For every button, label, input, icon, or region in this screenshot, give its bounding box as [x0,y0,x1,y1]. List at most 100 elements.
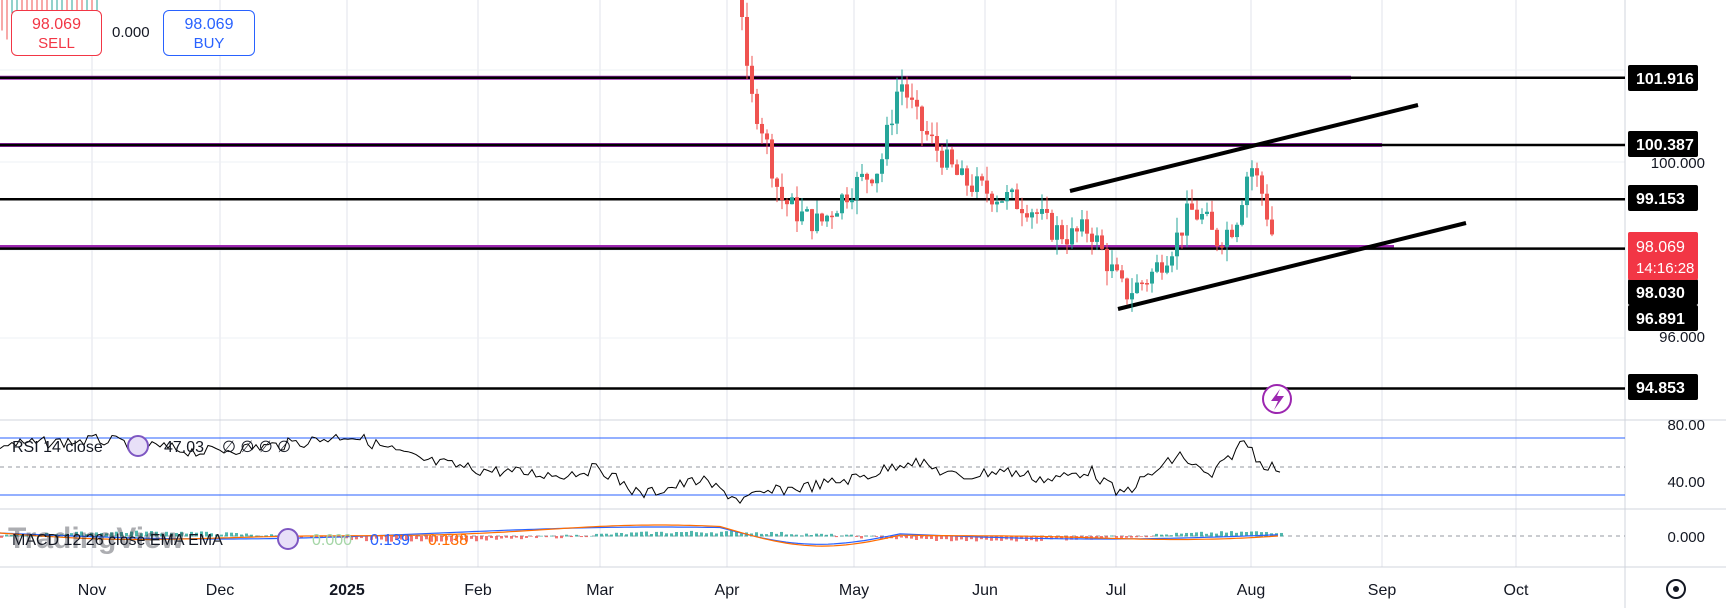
candle-body [1135,282,1139,294]
macd-histogram-bar [370,536,373,540]
candle-body [1050,212,1054,240]
macd-histogram-bar [1245,532,1248,537]
macd-histogram-bar [1260,532,1263,537]
macd-histogram-bar [990,536,993,541]
channel-bottom-line[interactable] [1117,221,1467,311]
macd-histogram-bar [1045,536,1048,539]
macd-histogram-bar [1080,536,1083,538]
candle-body [1250,168,1254,177]
time-axis-label: Apr [715,582,741,599]
price-level-tag-label: 94.853 [1636,380,1685,397]
macd-legend-label: MACD 12 26 close EMA EMA [12,532,223,549]
macd-histogram-bar [1190,532,1193,537]
macd-histogram-bar [390,536,393,542]
candle-body [990,193,994,205]
gear-icon[interactable] [1666,579,1686,599]
macd-histogram-bar [140,533,143,537]
candle-body [770,139,774,179]
countdown-label: 14:16:28 [1636,260,1694,277]
macd-histogram-bar [130,531,133,537]
macd-histogram-bar [700,532,703,537]
indicator-settings-icon[interactable] [127,435,149,457]
macd-signal-value: 0.138 [428,532,468,549]
time-axis-label: Feb [464,582,492,599]
macd-histogram-bar [190,531,193,537]
buy-button[interactable]: 98.069 BUY [163,10,255,56]
macd-histogram-bar [1130,536,1133,538]
price-level-tag [1628,305,1698,331]
price-level-tag [1628,374,1698,400]
macd-histogram-bar [365,536,368,542]
macd-histogram-bar [1015,536,1018,542]
macd-histogram-bar [245,533,248,537]
macd-histogram-bar [735,531,738,537]
rsi-axis-tick: 40.00 [1667,474,1705,491]
macd-histogram-bar [515,536,518,538]
macd-histogram-bar [505,536,508,538]
macd-histogram-bar [575,534,578,537]
macd-histogram-bar [260,535,263,537]
macd-histogram-bar [600,533,603,537]
candle-body [1150,271,1154,284]
macd-histogram-bar [1175,532,1178,537]
macd-histogram-bar [620,532,623,537]
candle-body [745,16,749,66]
sell-price: 98.069 [32,16,81,33]
candle-body [1145,283,1149,285]
macd-histogram-bar [360,536,363,539]
macd-histogram-bar [920,536,923,539]
candle-body [1060,225,1064,240]
macd-histogram-bar [845,534,848,537]
time-axis-label: May [839,582,869,599]
macd-histogram-bar [770,531,773,537]
macd-histogram-bar [240,534,243,537]
indicator-settings-icon[interactable] [277,528,299,550]
macd-histogram-bar [95,532,98,537]
candle-body [885,124,889,160]
macd-histogram-bar [1195,532,1198,537]
macd-histogram-bar [145,531,148,537]
macd-histogram-bar [5,534,8,537]
macd-histogram-bar [960,536,963,540]
time-axis-label: Jul [1106,582,1126,599]
macd-histogram-bar [235,533,238,537]
candle-body [1265,193,1269,220]
macd-histogram-bar [160,533,163,537]
macd-histogram-bar [180,531,183,537]
macd-histogram-bar [1205,533,1208,537]
macd-histogram-bar [110,532,113,537]
macd-histogram-bar [790,534,793,537]
macd-histogram-bar [755,532,758,537]
candle-body [860,173,864,177]
macd-histogram-bar [1235,532,1238,537]
macd-histogram-bar [1000,536,1003,541]
price-level-tag-label: 100.387 [1636,137,1694,154]
macd-histogram-bar [480,536,483,540]
channel-top-line[interactable] [1069,103,1419,193]
candle-body [1010,189,1014,193]
macd-histogram-bar [1170,535,1173,537]
candle-body [1045,208,1049,213]
time-axis-label: Sep [1368,582,1397,599]
candle-body [805,209,809,212]
candle-body [980,176,984,181]
macd-histogram-bar [685,531,688,537]
macd-histogram-bar [200,531,203,537]
candle-body [1185,203,1189,236]
candle-body [850,199,854,203]
macd-histogram-bar [450,536,453,542]
candle-body [1040,208,1044,214]
macd-histogram-bar [895,536,898,540]
sell-button[interactable]: 98.069 SELL [11,10,102,56]
macd-histogram-bar [1110,535,1113,537]
candle-body [1140,282,1144,285]
macd-histogram-bar [1145,536,1148,538]
macd-histogram-bar [1100,536,1103,539]
macd-histogram-bar [1135,536,1138,538]
macd-histogram-value: 0.000 [312,532,352,549]
macd-histogram-bar [120,532,123,537]
candle-body [1035,212,1039,214]
macd-histogram-bar [970,536,973,540]
macd-histogram-bar [90,532,93,537]
